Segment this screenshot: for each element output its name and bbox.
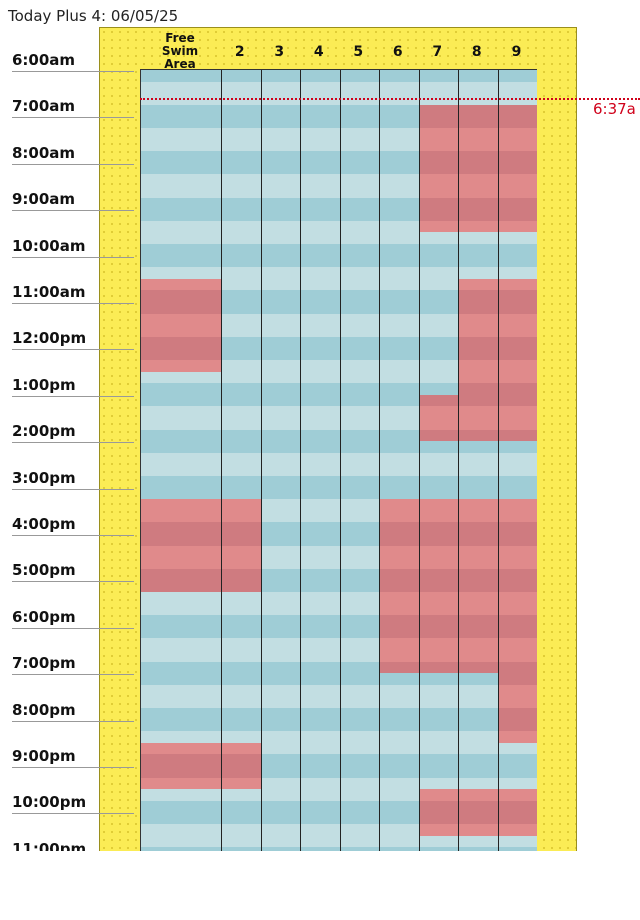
lane-header-5: 5 (353, 44, 364, 60)
lane-divider (300, 70, 301, 851)
lane-header-6: 6 (392, 44, 403, 60)
time-band (141, 290, 537, 314)
lane-divider (418, 70, 420, 851)
reservation-block[interactable] (497, 708, 537, 732)
reservation-block[interactable] (497, 731, 537, 743)
lane-header-3: 3 (274, 44, 285, 60)
lane-divider (339, 70, 341, 851)
time-band (141, 847, 537, 851)
reservation-block[interactable] (418, 800, 537, 824)
reservation-block[interactable] (141, 742, 261, 755)
reservation-block[interactable] (141, 522, 261, 546)
lane-divider (536, 70, 537, 851)
lane-divider (260, 70, 262, 851)
hour-label: 8:00pm (12, 702, 134, 722)
reservation-block[interactable] (418, 789, 537, 801)
hour-label: 10:00am (12, 238, 134, 258)
time-band (141, 313, 537, 337)
reservation-block[interactable] (141, 336, 221, 360)
lane-header-9: 9 (511, 44, 522, 60)
reservation-block[interactable] (141, 278, 221, 291)
page-bottom (0, 851, 640, 920)
hour-label: 3:00pm (12, 470, 134, 490)
hour-label: 9:00pm (12, 748, 134, 768)
reservation-block[interactable] (418, 174, 537, 198)
reservation-block[interactable] (141, 290, 221, 314)
time-band (141, 452, 537, 476)
hour-label: 12:00pm (12, 330, 134, 351)
hour-label: 1:00pm (12, 377, 134, 397)
time-band (141, 476, 537, 500)
hour-label: 2:00pm (12, 423, 134, 444)
lane-header-7: 7 (432, 44, 443, 60)
reservation-block[interactable] (497, 673, 537, 685)
lane-header-8: 8 (471, 44, 482, 60)
lane-divider (379, 70, 380, 851)
hour-label: 10:00pm (12, 794, 134, 815)
hour-label: 7:00am (12, 98, 134, 119)
reservation-block[interactable] (141, 499, 261, 523)
lane-schedule-grid (140, 69, 537, 851)
time-band (141, 708, 537, 732)
hour-label: 8:00am (12, 145, 134, 165)
hour-label: 7:00pm (12, 655, 134, 676)
current-time-label: 6:37a (593, 99, 636, 118)
reservation-block[interactable] (418, 406, 537, 430)
reservation-block[interactable] (141, 313, 221, 337)
current-time-line (140, 97, 640, 100)
lane-header-2: 2 (234, 44, 245, 60)
hour-label: 4:00pm (12, 516, 134, 536)
hour-label: 6:00am (12, 52, 134, 72)
reservation-block[interactable] (497, 684, 537, 708)
time-band (141, 70, 537, 82)
reservation-block[interactable] (418, 394, 537, 407)
reservation-block[interactable] (141, 545, 261, 569)
reservation-block[interactable] (418, 824, 537, 836)
time-band (141, 336, 537, 360)
hour-label: 9:00am (12, 191, 134, 212)
reservation-block[interactable] (141, 360, 221, 372)
reservation-block[interactable] (418, 151, 537, 175)
page-title: Today Plus 4: 06/05/25 (8, 7, 179, 25)
reservation-block[interactable] (141, 568, 261, 592)
hour-label: 5:00pm (12, 562, 134, 583)
time-band (141, 360, 537, 384)
hour-label: 11:00am (12, 284, 134, 304)
reservation-block[interactable] (418, 197, 537, 221)
lane-divider (458, 70, 459, 851)
reservation-block[interactable] (418, 104, 537, 128)
reservation-block[interactable] (418, 128, 537, 152)
reservation-block[interactable] (141, 754, 261, 778)
hour-label: 6:00pm (12, 609, 134, 629)
lane-divider (497, 70, 499, 851)
lane-header-4: 4 (313, 44, 324, 60)
reservation-block[interactable] (418, 429, 537, 442)
reservation-block[interactable] (141, 777, 261, 790)
time-band (141, 244, 537, 268)
time-band (141, 684, 537, 708)
time-band (141, 267, 537, 291)
reservation-block[interactable] (418, 220, 537, 233)
lane-divider (221, 70, 222, 851)
lane-header-free-swim: Free Swim Area (161, 31, 199, 71)
